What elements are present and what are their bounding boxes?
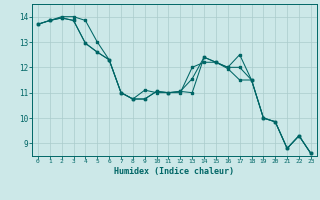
X-axis label: Humidex (Indice chaleur): Humidex (Indice chaleur) <box>115 167 234 176</box>
